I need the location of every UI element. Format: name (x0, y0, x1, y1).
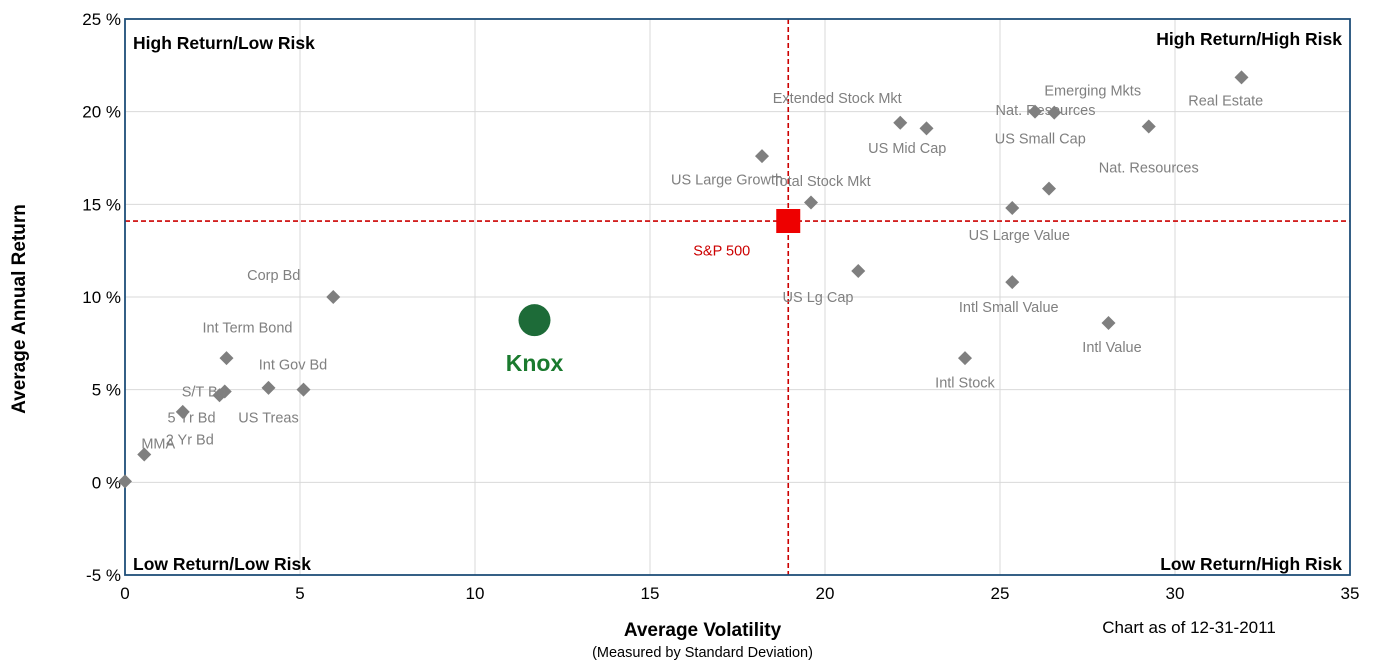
y-tick-label: 10 % (82, 288, 121, 307)
x-tick-label: 35 (1341, 584, 1360, 603)
knox-marker (518, 304, 551, 337)
data-point-marker (958, 351, 972, 366)
x-tick-label: 5 (295, 584, 304, 603)
data-point-label: Int Term Bond (202, 321, 292, 337)
gridlines (124, 18, 1351, 576)
data-point-marker (219, 351, 234, 366)
y-tick-label: 25 % (82, 10, 121, 29)
data-point-label: US Treas (238, 410, 298, 426)
x-tick-label: 15 (641, 584, 660, 603)
plot-frame (124, 18, 1351, 576)
data-point-marker (1101, 315, 1116, 330)
data-point-marker (1005, 201, 1020, 216)
data-point-marker (1028, 104, 1042, 119)
data-point-label: Real Estate (1188, 94, 1263, 110)
y-tick-label: -5 % (86, 566, 121, 585)
data-point-marker (851, 264, 866, 279)
data-point-marker (804, 195, 818, 210)
sp500-marker (776, 209, 801, 234)
data-point-marker (755, 149, 769, 164)
x-axis-subtitle: (Measured by Standard Deviation) (592, 645, 813, 661)
x-tick-label: 0 (120, 584, 129, 603)
sp500-label: S&P 500 (693, 244, 750, 260)
data-point-label: Emerging Mkts (1044, 83, 1141, 99)
data-point-marker (217, 384, 232, 399)
axis-ticks: 0 5 10 15 20 25 30 35 -5 % 0 % 5 % 10 % 15 % 20 % 25 % (82, 10, 1359, 603)
highlight-points: S&P 500 Knox (506, 209, 801, 376)
data-point-marker (137, 447, 152, 462)
x-tick-label: 25 (991, 584, 1010, 603)
x-tick-label: 10 (466, 584, 485, 603)
data-point-marker (1047, 105, 1062, 120)
data-point-marker (1141, 119, 1156, 134)
y-axis-title: Average Annual Return (9, 204, 30, 414)
data-point-label: Nat. Resources (996, 103, 1096, 119)
data-point-label: Corp Bd (247, 268, 300, 284)
data-point-label: S/T Bd (182, 385, 226, 401)
quadrant-label-low-return-low-risk: Low Return/Low Risk (133, 554, 311, 574)
reference-lines (125, 19, 1350, 575)
y-tick-label: 5 % (92, 381, 121, 400)
as-of-date: Chart as of 12-31-2011 (1102, 618, 1276, 637)
data-point-label: Intl Value (1082, 340, 1141, 356)
data-point-marker (175, 404, 190, 419)
data-point-marker (118, 474, 132, 489)
data-point-marker (893, 115, 908, 130)
data-point-label: Extended Stock Mkt (773, 91, 902, 107)
quadrant-label-low-return-high-risk: Low Return/High Risk (1160, 554, 1342, 574)
x-tick-label: 20 (816, 584, 835, 603)
data-point-marker (1005, 275, 1020, 290)
data-point-marker (261, 380, 276, 395)
data-point-label: Total Stock Mkt (772, 174, 870, 190)
quadrant-labels: High Return/Low Risk High Return/High Ri… (133, 29, 1342, 574)
quadrant-label-high-return-low-risk: High Return/Low Risk (133, 33, 315, 53)
data-point-label: US Large Value (969, 228, 1070, 244)
data-point-label: Intl Stock (935, 375, 995, 391)
data-point-marker (1234, 70, 1249, 85)
x-tick-label: 30 (1166, 584, 1185, 603)
data-point-label: US Large Growth (671, 172, 783, 188)
data-point-label: US Lg Cap (783, 290, 854, 306)
data-point-label: Intl Small Value (959, 300, 1059, 316)
y-tick-label: 20 % (82, 103, 121, 122)
data-point-label: MMA (141, 436, 175, 452)
data-point-label: 5 Yr Bd (167, 410, 215, 426)
x-axis-title: Average Volatility (624, 620, 782, 641)
y-tick-label: 0 % (92, 473, 121, 492)
data-point-marker (1042, 181, 1056, 196)
data-point-label: US Small Cap (995, 132, 1086, 148)
data-point-label: US Mid Cap (868, 141, 946, 157)
y-tick-label: 15 % (82, 195, 121, 214)
knox-label: Knox (506, 350, 564, 376)
data-point-label: Int Gov Bd (259, 358, 328, 374)
data-point-label: Nat. Resources (1099, 160, 1199, 176)
data-point-label: 2 Yr Bd (166, 433, 214, 449)
data-point-marker (326, 290, 341, 304)
data-point-marker (296, 382, 311, 397)
quadrant-label-high-return-high-risk: High Return/High Risk (1156, 29, 1342, 49)
data-point-marker (919, 121, 934, 136)
